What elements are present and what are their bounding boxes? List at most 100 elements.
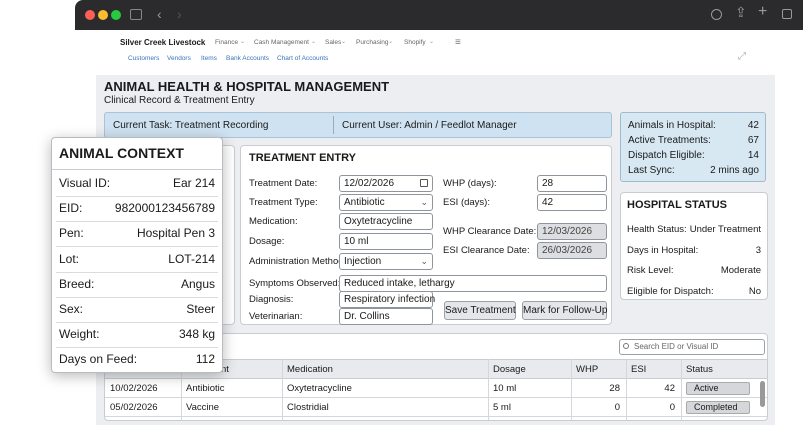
column-divider (571, 359, 572, 420)
input-field: 26/03/2026 (537, 242, 607, 259)
summary-label: Last Sync: (628, 165, 675, 176)
summary-value: 14 (747, 150, 759, 161)
context-value: Angus (180, 276, 215, 291)
menu-caret: ⌄ (311, 39, 317, 45)
menu-item[interactable]: Purchasing (356, 39, 389, 46)
select-caret: ⌄ (420, 256, 428, 266)
column-divider (181, 359, 182, 420)
table-cell: Vaccine (186, 402, 220, 413)
submenu-link[interactable]: Customers (128, 55, 160, 62)
field-label: Diagnosis: (249, 294, 294, 305)
divider (56, 196, 218, 197)
follow-up-button[interactable]: Mark for Follow-Up (522, 301, 607, 320)
field-label: WHP (days): (443, 178, 497, 189)
column-header: Status (686, 364, 713, 375)
treatment-entry: TREATMENT ENTRY Treatment Date: 12/02/2026… (240, 145, 612, 325)
field-label: Treatment Type: (249, 197, 318, 208)
divider (56, 271, 218, 273)
table-cell: Oxytetracycline (287, 383, 352, 394)
input-field[interactable]: Reduced intake, lethargy (339, 275, 607, 292)
back-icon[interactable]: ‹ (157, 6, 162, 22)
status-label: Risk Level: (627, 265, 674, 276)
column-divider (488, 359, 489, 420)
input-field: 12/03/2026 (537, 223, 607, 240)
forward-icon[interactable]: › (177, 6, 182, 22)
divider (333, 116, 334, 134)
input-field[interactable]: Dr. Collins (339, 308, 433, 325)
context-value: LOT-214 (168, 251, 215, 266)
column-header: ESI (631, 364, 647, 375)
input-field[interactable]: 10 ml (339, 233, 433, 250)
select-field[interactable]: Antibiotic ⌄ (339, 194, 433, 211)
save-button[interactable]: Save Treatment (444, 301, 516, 320)
column-divider (282, 359, 283, 420)
submenu-link[interactable]: Bank Accounts (226, 55, 269, 62)
input-field[interactable]: 28 (537, 175, 607, 192)
menu-caret: ⌄ (341, 39, 347, 45)
submenu-link[interactable]: Items (201, 55, 217, 62)
context-value: Ear 214 (172, 176, 215, 190)
context-label: Visual ID: (59, 176, 111, 190)
field-label: Dosage: (249, 236, 285, 247)
field-label: Administration Method (249, 256, 344, 267)
table-cell: 5 ml (493, 402, 511, 413)
table-cell: 42 (664, 383, 675, 394)
menu-caret: ⌄ (240, 39, 246, 45)
summary-label: Active Treatments: (628, 135, 711, 146)
current-task: Current Task: Treatment Recording (113, 120, 269, 131)
status-label: Eligible for Dispatch: (627, 285, 714, 297)
zoom-button[interactable] (111, 10, 121, 20)
sidebar-icon[interactable] (130, 9, 142, 20)
field-label: WHP Clearance Date: (443, 226, 537, 237)
menu-item[interactable]: Sales (325, 39, 342, 46)
panel-title: HOSPITAL STATUS (627, 199, 728, 211)
context-label: Breed: (59, 276, 95, 291)
input-field[interactable]: Oxytetracycline (339, 213, 433, 230)
column-header: WHP (576, 364, 599, 375)
submenu-link[interactable]: Vendors (167, 55, 191, 62)
search-box[interactable]: Search EID or Visual ID (619, 339, 765, 355)
menu-caret: ⌄ (429, 39, 435, 45)
download-icon[interactable] (711, 9, 722, 20)
field-label: Medication: (249, 216, 298, 227)
menu-item[interactable]: Finance (215, 39, 239, 46)
divider (52, 169, 222, 170)
submenu-link[interactable]: Chart of Accounts (277, 55, 329, 62)
new-tab-icon[interactable]: + (758, 3, 768, 20)
minimize-button[interactable] (98, 10, 108, 20)
field-label: ESI Clearance Date: (443, 245, 530, 256)
menu-icon[interactable]: ≡ (455, 37, 461, 48)
expand-icon[interactable]: ⤢ (738, 51, 746, 62)
summary-value: 2 mins ago (710, 165, 759, 176)
column-header: Medication (287, 364, 333, 375)
table-cell: Clostridial (287, 402, 329, 413)
divider (56, 322, 218, 323)
context-label: Sex: (59, 302, 84, 316)
context-value: Hospital Pen 3 (136, 226, 215, 241)
scrollbar (760, 381, 765, 407)
menu-item[interactable]: Shopify (404, 39, 426, 46)
select-field[interactable]: Injection ⌄ (339, 253, 433, 270)
close-button[interactable] (85, 10, 95, 20)
card-title: ANIMAL CONTEXT (59, 145, 184, 161)
column-divider (681, 359, 682, 420)
column-divider (626, 359, 627, 420)
select-caret: ⌄ (420, 197, 428, 207)
input-field[interactable]: Respiratory infection (339, 291, 435, 308)
context-value: 348 kg (178, 327, 215, 342)
input-field[interactable]: 12/02/2026 (339, 175, 433, 192)
share-icon[interactable]: ⇪ (735, 4, 747, 20)
menu-caret: ⌄ (388, 39, 394, 45)
menu-item[interactable]: Cash Management (254, 39, 309, 46)
table-cell: Antibiotic (186, 383, 225, 394)
table-cell: 28 (609, 383, 620, 394)
column-header: Dosage (493, 364, 526, 375)
context-label: EID: (59, 201, 83, 216)
input-field[interactable]: 42 (537, 194, 607, 211)
tabs-icon[interactable] (782, 9, 792, 19)
table-header-row (105, 359, 767, 379)
context-value: Steer (186, 302, 215, 316)
table-row (105, 397, 767, 398)
table-cell: 10 ml (493, 383, 517, 394)
